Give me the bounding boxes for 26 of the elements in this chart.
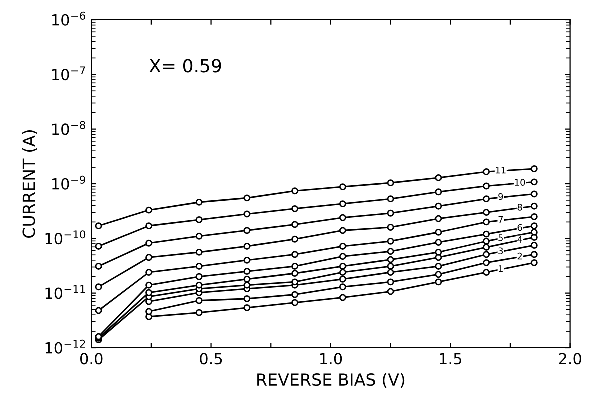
x-tick-label: 1.0 <box>320 353 342 365</box>
series-label: 5 <box>498 234 503 242</box>
y-axis-title: CURRENT (A) <box>22 130 38 238</box>
x-tick-label: 0.5 <box>200 353 222 365</box>
series-label: 2 <box>518 252 522 260</box>
y-tick-label: 10$^{−10}$ <box>46 230 86 245</box>
series-label: 4 <box>518 236 522 243</box>
series-label: 1 <box>499 266 503 272</box>
y-tick-label: 10$^{−8}$ <box>52 121 86 136</box>
y-tick-label: 10$^{−9}$ <box>52 176 86 190</box>
y-tick-label: 10$^{−7}$ <box>52 66 86 81</box>
y-tick-label: 10$^{−12}$ <box>46 340 86 354</box>
series-label: 6 <box>518 224 522 232</box>
y-tick-label: 10$^{−11}$ <box>46 285 86 300</box>
y-tick-label: 10$^{−6}$ <box>52 12 86 26</box>
series-label: 10 <box>515 179 526 186</box>
x-tick-label: 2.0 <box>559 353 582 365</box>
series-label: 3 <box>498 248 504 255</box>
series-label: 8 <box>518 204 522 211</box>
series-label: 11 <box>496 166 506 174</box>
annotation: X= 0.59 <box>150 59 222 73</box>
series-label: 7 <box>498 216 503 224</box>
x-tick-label: 0.0 <box>80 353 103 365</box>
x-axis-title: REVERSE BIAS (V) <box>258 373 405 388</box>
series-label: 9 <box>498 193 504 200</box>
x-tick-label: 1.5 <box>440 353 462 365</box>
